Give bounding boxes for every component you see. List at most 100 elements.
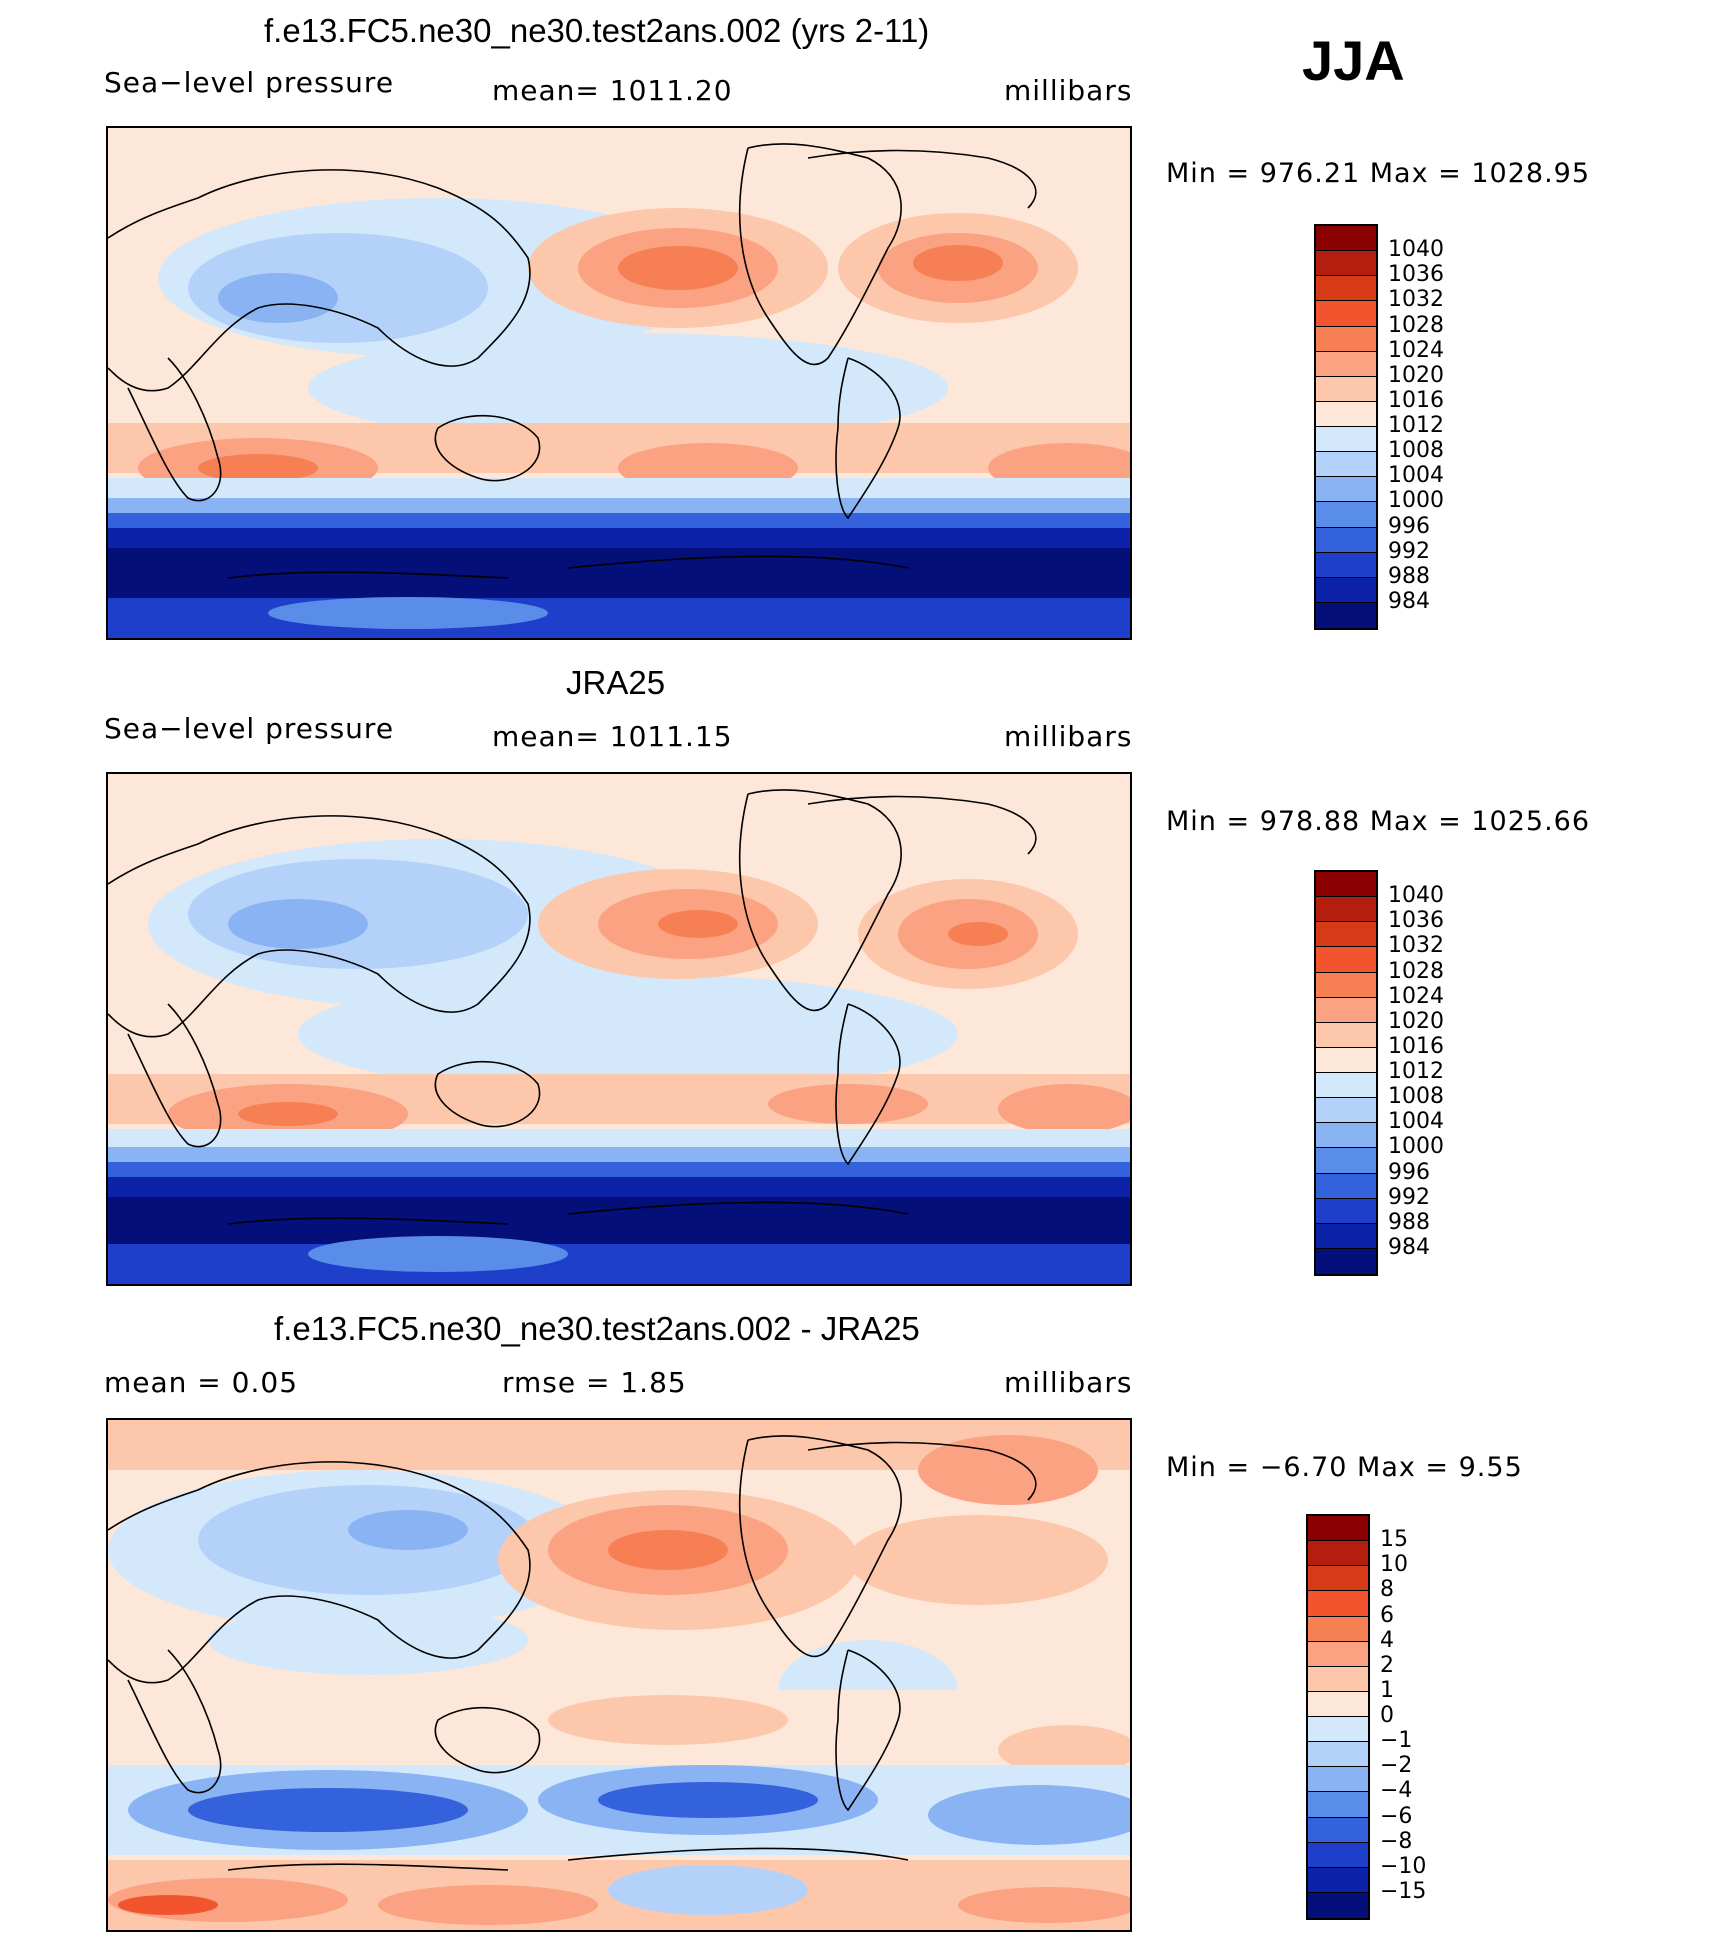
colorbar-tick-label: −8 [1380, 1828, 1413, 1854]
colorbar-cell [1316, 452, 1376, 478]
colorbar-cell [1308, 1742, 1368, 1768]
colorbar-cell [1316, 1047, 1376, 1073]
panel2-variable-label: Sea−level pressure [104, 712, 395, 745]
panel3-sa-positive [998, 1725, 1130, 1775]
colorbar-cell [1308, 1541, 1368, 1567]
panel1-tropics-low [308, 333, 948, 443]
panel1-antarctica [108, 598, 1130, 638]
panel2-sio-high-core [238, 1102, 338, 1126]
colorbar-cell [1316, 502, 1376, 528]
colorbar-cell [1316, 276, 1376, 302]
colorbar-cell [1308, 1616, 1368, 1642]
colorbar-tick-label: 1012 [1388, 1059, 1444, 1084]
panel3-so-negative-3 [928, 1785, 1130, 1845]
panel3-na-positive [848, 1515, 1108, 1605]
colorbar-cell [1308, 1792, 1368, 1818]
panel2-antarctica-patch [308, 1236, 568, 1272]
colorbar-cell [1316, 1198, 1376, 1224]
colorbar-cell [1316, 226, 1376, 252]
colorbar-tick-label: 1004 [1388, 1109, 1444, 1135]
panel3-mean-label: mean = 0.05 [104, 1366, 299, 1399]
colorbar-cell [1316, 1098, 1376, 1124]
panel2-units-label: millibars [1004, 720, 1133, 753]
colorbar-tick-label: 10 [1380, 1552, 1408, 1578]
colorbar-tick-label: 1040 [1388, 883, 1444, 909]
colorbar-tick-label: 1000 [1388, 1134, 1444, 1160]
colorbar-tick-label: 2 [1380, 1652, 1394, 1678]
colorbar-cell [1308, 1817, 1368, 1843]
colorbar-tick-label: 1012 [1388, 413, 1444, 438]
colorbar-cell [1308, 1842, 1368, 1868]
panel1-coastlines [108, 143, 1037, 579]
season-label: JJA [1302, 29, 1405, 92]
colorbar-cell [1316, 251, 1376, 277]
colorbar-cell [1316, 552, 1376, 578]
panel3-sp-positive [548, 1695, 788, 1745]
panel3-so-negative-2-core [598, 1782, 818, 1818]
colorbar-cell [1316, 477, 1376, 503]
panel3-minmax: Min = −6.70 Max = 9.55 [1166, 1452, 1523, 1483]
colorbar-tick-label: 992 [1388, 538, 1430, 564]
panel3-so-negative-1-core [188, 1788, 468, 1832]
colorbar-tick-label: 1036 [1388, 262, 1444, 288]
panel1-so-band5 [108, 548, 1130, 598]
panel3-antarctic-negative [608, 1865, 808, 1915]
colorbar-cell [1308, 1691, 1368, 1717]
colorbar-tick-label: 988 [1388, 1209, 1430, 1235]
colorbar-cell [1316, 1073, 1376, 1099]
colorbar-tick-label: 1016 [1388, 1033, 1444, 1059]
panel1-map [106, 126, 1132, 640]
colorbar-tick-label: 984 [1388, 588, 1430, 614]
panel2-minmax: Min = 978.88 Max = 1025.66 [1166, 806, 1591, 837]
panel1-np-high-core [618, 246, 738, 290]
colorbar-cell [1316, 427, 1376, 453]
colorbar-tick-label: 0 [1380, 1703, 1394, 1728]
colorbar-tick-label: 4 [1380, 1627, 1394, 1653]
panel2-antarctica [108, 1244, 1130, 1284]
panel1-so-band3 [108, 513, 1130, 528]
colorbar-cell [1308, 1892, 1368, 1918]
colorbar-tick-label: −10 [1380, 1853, 1427, 1879]
colorbar-tick-label: 1040 [1388, 237, 1444, 263]
panel2-map [106, 772, 1132, 1286]
panel1-antarctica-patch [268, 597, 548, 629]
colorbar-tick-label: 1008 [1388, 438, 1444, 464]
colorbar-cell [1308, 1566, 1368, 1592]
panel2-asia-low-core [228, 899, 368, 949]
panel3-title: f.e13.FC5.ne30_ne30.test2ans.002 - JRA25 [274, 1310, 920, 1347]
panel2-title: JRA25 [566, 664, 666, 701]
panel2-colorbar [1314, 870, 1378, 1276]
colorbar-cell [1308, 1717, 1368, 1743]
panel3-rmse-label: rmse = 1.85 [502, 1366, 687, 1399]
panel1-so-band2 [108, 498, 1130, 513]
colorbar-tick-label: −15 [1380, 1878, 1427, 1904]
colorbar-tick-label: 992 [1388, 1184, 1430, 1210]
colorbar-cell [1316, 1123, 1376, 1149]
colorbar-cell [1316, 1173, 1376, 1199]
colorbar-tick-label: 1032 [1388, 287, 1444, 313]
panel3-asia-negative-core [348, 1510, 468, 1550]
colorbar-tick-label: 1028 [1388, 958, 1444, 984]
panel2-sp-high [768, 1084, 928, 1124]
colorbar-cell [1316, 577, 1376, 603]
colorbar-cell [1316, 897, 1376, 923]
colorbar-cell [1308, 1767, 1368, 1793]
panel2-so-band3 [108, 1162, 1130, 1177]
colorbar-cell [1316, 1148, 1376, 1174]
colorbar-cell [1316, 872, 1376, 898]
panel2-so-band2 [108, 1147, 1130, 1162]
panel1-na-high-core [913, 245, 1003, 281]
colorbar-tick-label: 1000 [1388, 488, 1444, 514]
panel2-coastlines [108, 789, 1037, 1225]
colorbar-tick-label: 1028 [1388, 312, 1444, 338]
panel3-antarctic-positive-2 [378, 1885, 598, 1925]
panel3-coastlines [108, 1435, 1037, 1871]
colorbar-tick-label: 1032 [1388, 933, 1444, 959]
panel2-so-band1 [108, 1129, 1130, 1147]
colorbar-tick-label: 1036 [1388, 908, 1444, 934]
colorbar-cell [1308, 1867, 1368, 1893]
colorbar-tick-label: 1020 [1388, 1008, 1444, 1034]
colorbar-cell [1308, 1666, 1368, 1692]
colorbar-tick-label: 984 [1388, 1234, 1430, 1260]
colorbar-cell [1316, 376, 1376, 402]
